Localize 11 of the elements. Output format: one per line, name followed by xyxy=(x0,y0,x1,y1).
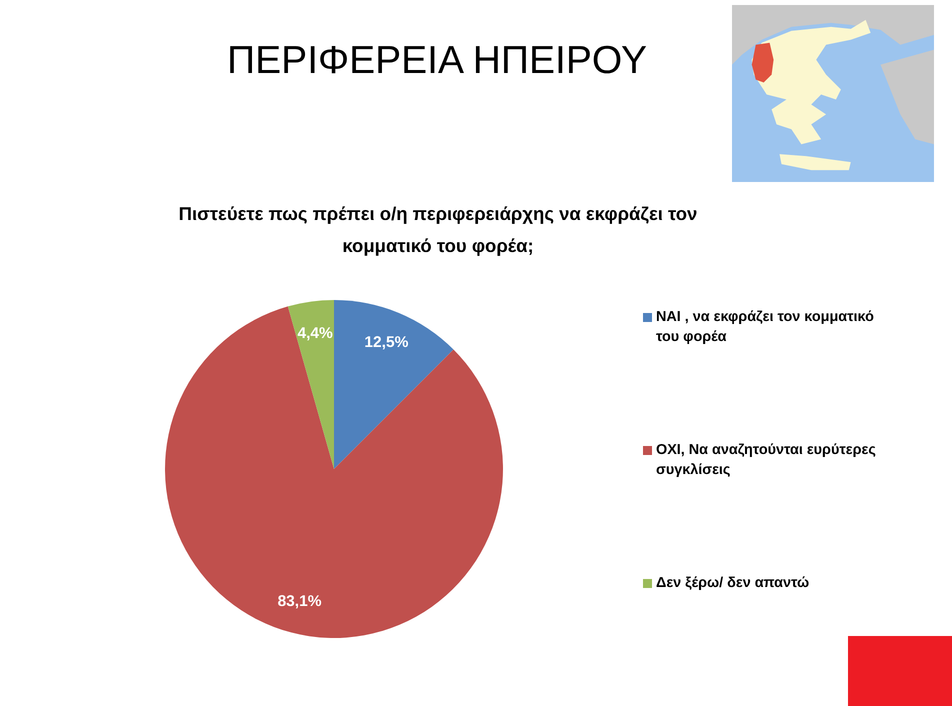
data-label: 12,5% xyxy=(364,334,409,352)
pie-slice xyxy=(334,300,454,469)
pie-slice xyxy=(288,300,334,469)
legend-label: Δεν ξέρω/ δεν απαντώ xyxy=(656,574,810,593)
pie-slice xyxy=(165,306,503,638)
chart-subtitle: Πιστεύετε πως πρέπει ο/η περιφερειάρχης να εκφράζει τον κομματικό του φορέα; xyxy=(178,202,698,258)
data-label: 4,4% xyxy=(297,324,334,342)
legend-label: ΝΑΙ , να εκφράζει τον κομματικό του φορέα xyxy=(656,308,875,347)
legend-label: ΟΧΙ, Να αναζητούνται ευρύτερες συγκλίσεις xyxy=(656,441,877,480)
chart-title: ΠΕΡΙΦΕΡΕΙΑ ΗΠΕΙΡΟΥ xyxy=(226,38,648,84)
data-label: 83,1% xyxy=(278,592,322,610)
